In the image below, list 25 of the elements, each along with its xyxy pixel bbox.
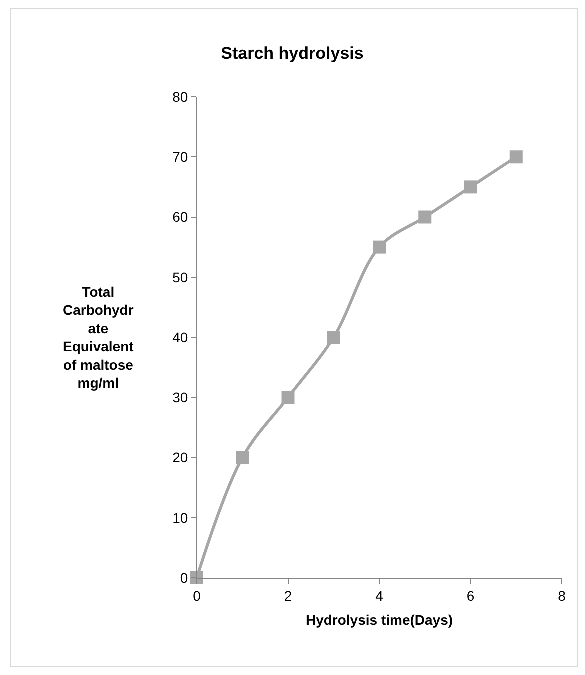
point bbox=[327, 331, 340, 344]
x-axis-title: Hydrolysis time(Days) bbox=[306, 612, 454, 628]
y-tick-label: 30 bbox=[172, 390, 188, 406]
x-tick-label: 8 bbox=[558, 588, 566, 604]
point bbox=[282, 391, 295, 404]
y-tick-label: 70 bbox=[172, 149, 188, 166]
x-tick-label: 2 bbox=[284, 588, 292, 604]
y-tick-label: 50 bbox=[172, 269, 188, 286]
x-tick-label: 0 bbox=[193, 588, 202, 604]
point bbox=[418, 210, 432, 224]
y-tick-label: 0 bbox=[180, 570, 188, 586]
point bbox=[190, 572, 204, 584]
y-tick-label: 10 bbox=[172, 510, 188, 526]
y-tick-label: 20 bbox=[172, 450, 188, 466]
x-tick-label: 4 bbox=[376, 588, 384, 604]
point bbox=[236, 451, 250, 464]
point bbox=[373, 240, 386, 254]
chart-title: Starch hydrolysis bbox=[221, 44, 364, 64]
y-tick-label: 80 bbox=[172, 88, 188, 105]
point bbox=[464, 180, 478, 194]
point bbox=[510, 150, 523, 164]
y-tick-label: 60 bbox=[172, 209, 188, 226]
y-axis-title: Total Carbohydr ate Equivalent of maltose mg/ml bbox=[63, 284, 134, 391]
y-tick-label: 40 bbox=[172, 329, 188, 346]
x-tick-label: 6 bbox=[466, 588, 475, 604]
